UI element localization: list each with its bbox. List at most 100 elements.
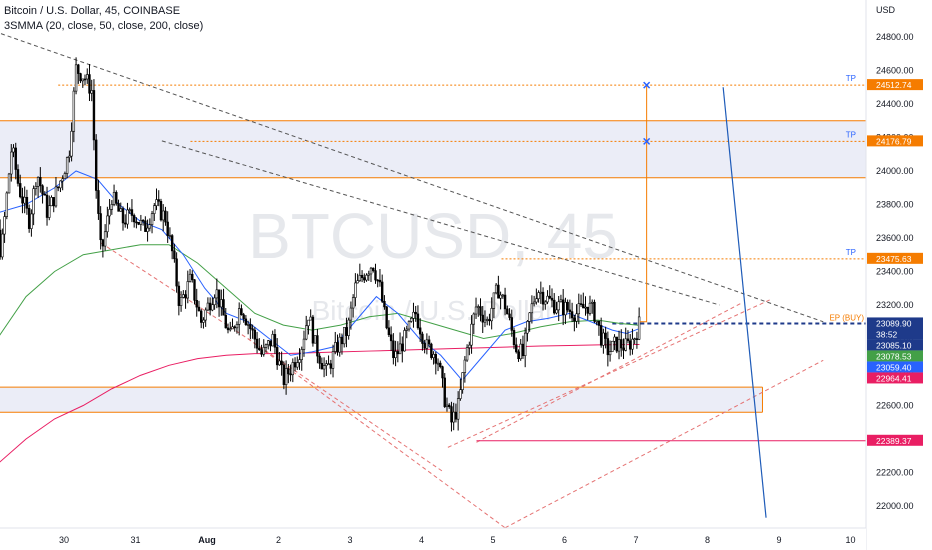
candle-body — [242, 314, 245, 320]
candle-body — [188, 273, 192, 282]
price-label-text: 23085.10 — [876, 340, 912, 350]
candle-body — [88, 74, 91, 94]
candle-body — [561, 299, 565, 316]
candle-body — [179, 297, 183, 306]
symbol-title[interactable]: Bitcoin / U.S. Dollar, 45, COINBASE — [4, 5, 181, 17]
candle-body — [477, 306, 480, 308]
candle-body — [253, 329, 257, 340]
candle-body — [599, 325, 603, 346]
candle-body — [97, 190, 100, 214]
candle-body — [579, 303, 583, 305]
candle-body — [12, 147, 15, 153]
candle-body — [338, 336, 341, 353]
candle-body — [240, 308, 243, 315]
candle-body — [360, 274, 364, 278]
candle-body — [410, 318, 413, 322]
candle-body — [307, 319, 310, 327]
candle-body — [36, 177, 40, 187]
candle-body — [211, 304, 214, 311]
price-label-text: 22964.41 — [876, 373, 912, 383]
candle-body — [503, 294, 507, 310]
candle-body — [108, 209, 111, 217]
tp-tag: TP — [846, 74, 856, 83]
candle-body — [94, 139, 98, 191]
candle-body — [544, 301, 547, 305]
candle-body — [564, 301, 567, 316]
candle-body — [443, 377, 446, 407]
candle-body — [501, 294, 505, 297]
price-label-bg — [867, 79, 923, 91]
candle-body — [363, 277, 366, 281]
candle-body — [251, 328, 254, 331]
candle-body — [331, 351, 335, 369]
currency-label: USD — [876, 5, 896, 15]
candle-body — [546, 295, 549, 303]
candle-body — [39, 177, 42, 187]
x-tick-label: 30 — [59, 535, 69, 545]
candle-body — [557, 301, 560, 311]
target-marker — [643, 137, 651, 145]
candle-body — [208, 302, 212, 311]
candle-body — [441, 366, 444, 379]
candle-body — [459, 389, 462, 399]
trendline — [0, 33, 824, 323]
candle-body — [168, 235, 172, 237]
x-tick-label: 9 — [776, 535, 781, 545]
candle-body — [48, 205, 51, 218]
candle-body — [235, 324, 239, 329]
candle-body — [43, 193, 46, 196]
candle-body — [530, 303, 534, 314]
candle-body — [575, 313, 578, 322]
time-axis-bg — [0, 528, 866, 550]
indicator-title[interactable]: 3SMMA (20, close, 50, close, 200, close) — [4, 20, 204, 32]
candle-body — [166, 221, 169, 236]
candle-body — [541, 291, 545, 305]
candle-body — [255, 338, 259, 349]
candle-body — [488, 319, 491, 322]
price-label-text: 23059.40 — [876, 362, 912, 372]
candle-body — [217, 289, 221, 308]
candle-body — [573, 317, 576, 322]
projection-line — [722, 87, 767, 518]
candle-body — [249, 324, 252, 330]
price-label: 23059.40 — [867, 361, 923, 373]
candle-body — [508, 313, 511, 318]
candle-body — [329, 363, 332, 369]
candle-body — [267, 340, 270, 346]
candle-body — [414, 311, 417, 315]
candle-body — [27, 208, 31, 229]
y-tick-label: 23200.00 — [876, 300, 914, 310]
candle-body — [226, 327, 230, 331]
candle-body — [130, 209, 134, 216]
candle-body — [56, 186, 60, 189]
candle-body — [474, 306, 478, 315]
candle-body — [282, 364, 286, 385]
candle-body — [555, 309, 558, 314]
candle-body — [260, 349, 263, 355]
candle-body — [380, 281, 384, 302]
trendline — [476, 302, 742, 443]
candle-body — [434, 354, 438, 364]
candle-body — [398, 343, 402, 355]
x-tick-label: 7 — [633, 535, 638, 545]
candle-body — [5, 192, 9, 217]
candle-body — [81, 78, 84, 82]
candle-body — [454, 411, 458, 420]
x-tick-label: 6 — [562, 535, 567, 545]
price-label-text: 24176.79 — [876, 136, 912, 146]
candle-body — [233, 326, 236, 329]
candle-body — [461, 372, 464, 390]
price-label: 24176.79 — [867, 135, 923, 147]
candle-body — [345, 327, 348, 336]
candle-body — [244, 318, 248, 325]
candle-body — [378, 279, 382, 283]
candle-body — [584, 306, 587, 309]
price-label: 22389.37 — [867, 434, 923, 446]
price-label-text: 23078.53 — [876, 351, 912, 361]
candle-body — [582, 303, 585, 309]
candle-body — [394, 351, 397, 359]
candle-body — [155, 199, 158, 206]
candle-body — [289, 373, 292, 376]
